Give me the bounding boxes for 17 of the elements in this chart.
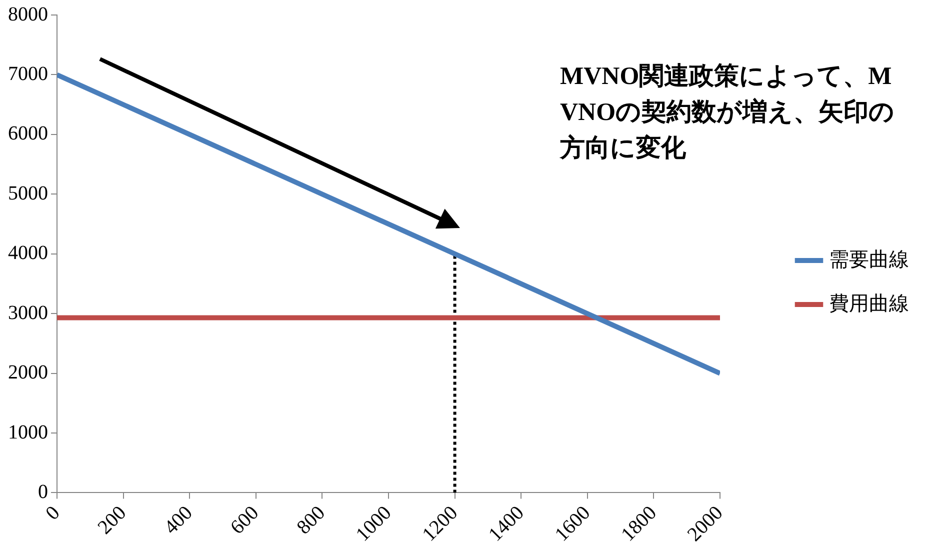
y-tick-label: 2000	[8, 362, 48, 384]
y-tick-label: 7000	[8, 62, 48, 85]
x-tick-label: 0	[42, 502, 64, 525]
legend-label: 費用曲線	[829, 292, 909, 315]
y-tick-label: 3000	[8, 302, 48, 324]
y-tick-label: 0	[38, 480, 48, 503]
y-tick-label: 5000	[8, 182, 48, 204]
y-tick-label: 1000	[8, 421, 48, 444]
x-tick-label: 600	[226, 502, 264, 539]
y-tick-label: 6000	[8, 122, 48, 145]
x-tick-label: 800	[292, 502, 330, 539]
legend-label: 需要曲線	[829, 248, 909, 271]
x-tick-label: 200	[94, 502, 131, 539]
y-tick-label: 4000	[8, 242, 48, 264]
y-tick-label: 8000	[8, 3, 48, 26]
x-tick-label: 400	[160, 502, 197, 539]
annotation: MVNO関連政策によって、MVNOの契約数が増え、矢印の方向に変化	[559, 62, 895, 162]
